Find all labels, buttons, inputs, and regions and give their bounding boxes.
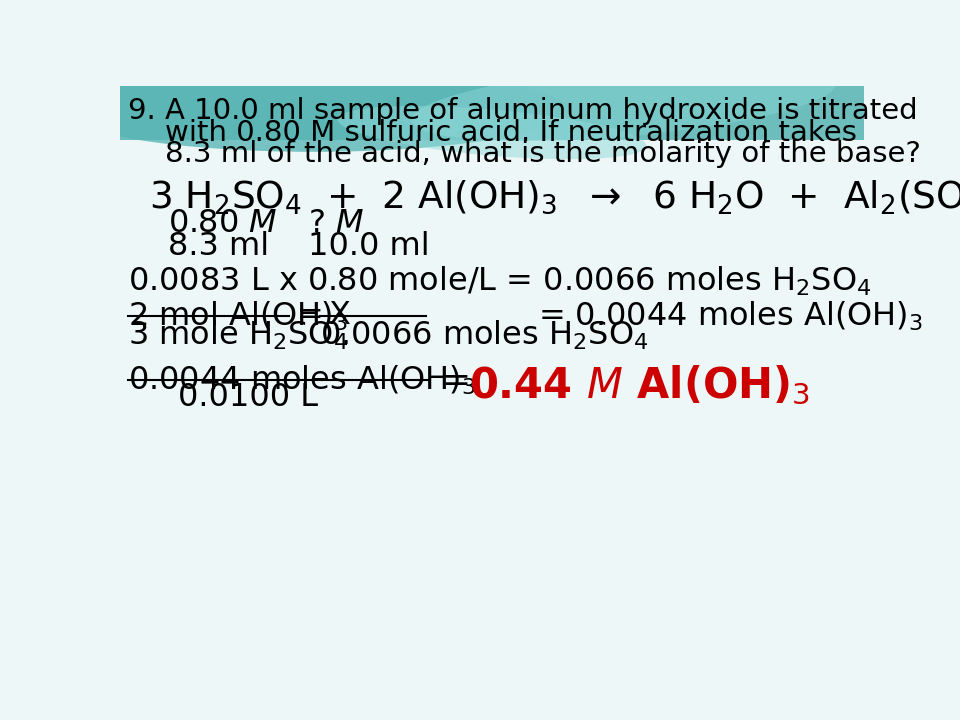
Text: 0.80 $\mathit{M}$: 0.80 $\mathit{M}$ bbox=[168, 208, 277, 239]
Text: 3 H$_2$SO$_4$  +  2 Al(OH)$_3$  $\rightarrow$  6 H$_2$O  +  Al$_2$(SO$_4$)$_3$: 3 H$_2$SO$_4$ + 2 Al(OH)$_3$ $\rightarro… bbox=[150, 179, 960, 217]
Text: 0.0100 L: 0.0100 L bbox=[179, 382, 318, 413]
Text: 8.3 ml: 8.3 ml bbox=[168, 231, 269, 262]
Text: 2 mol Al(OH)$_3$: 2 mol Al(OH)$_3$ bbox=[128, 300, 348, 333]
Text: X: X bbox=[327, 300, 349, 330]
Text: 9. A 10.0 ml sample of aluminum hydroxide is titrated: 9. A 10.0 ml sample of aluminum hydroxid… bbox=[128, 97, 918, 125]
FancyBboxPatch shape bbox=[120, 86, 864, 140]
FancyBboxPatch shape bbox=[120, 86, 864, 641]
Text: =: = bbox=[297, 300, 324, 330]
Text: 3 mole H$_2$SO$_4$: 3 mole H$_2$SO$_4$ bbox=[128, 318, 348, 351]
Text: 10.0 ml: 10.0 ml bbox=[307, 231, 429, 262]
Text: 0.0044 moles Al(OH)$_3$: 0.0044 moles Al(OH)$_3$ bbox=[128, 364, 476, 397]
Text: ? $\mathit{M}$: ? $\mathit{M}$ bbox=[307, 208, 364, 239]
Text: 0.0083 L x 0.80 mole/L = 0.0066 moles H$_2$SO$_4$: 0.0083 L x 0.80 mole/L = 0.0066 moles H$… bbox=[128, 265, 872, 298]
Ellipse shape bbox=[412, 63, 836, 141]
Text: with 0.80 M sulfuric acid. If neutralization takes: with 0.80 M sulfuric acid. If neutraliza… bbox=[128, 119, 856, 147]
Text: 0.0066 moles H$_2$SO$_4$: 0.0066 moles H$_2$SO$_4$ bbox=[320, 318, 649, 351]
Text: 8.3 ml of the acid, what is the molarity of the base?: 8.3 ml of the acid, what is the molarity… bbox=[128, 140, 921, 168]
Ellipse shape bbox=[338, 106, 646, 159]
Text: = 0.0044 moles Al(OH)$_3$: = 0.0044 moles Al(OH)$_3$ bbox=[539, 300, 924, 333]
Text: =: = bbox=[442, 364, 470, 397]
Text: 0.44 $\mathit{M}$ Al(OH)$_3$: 0.44 $\mathit{M}$ Al(OH)$_3$ bbox=[468, 364, 809, 407]
Ellipse shape bbox=[61, 67, 565, 152]
